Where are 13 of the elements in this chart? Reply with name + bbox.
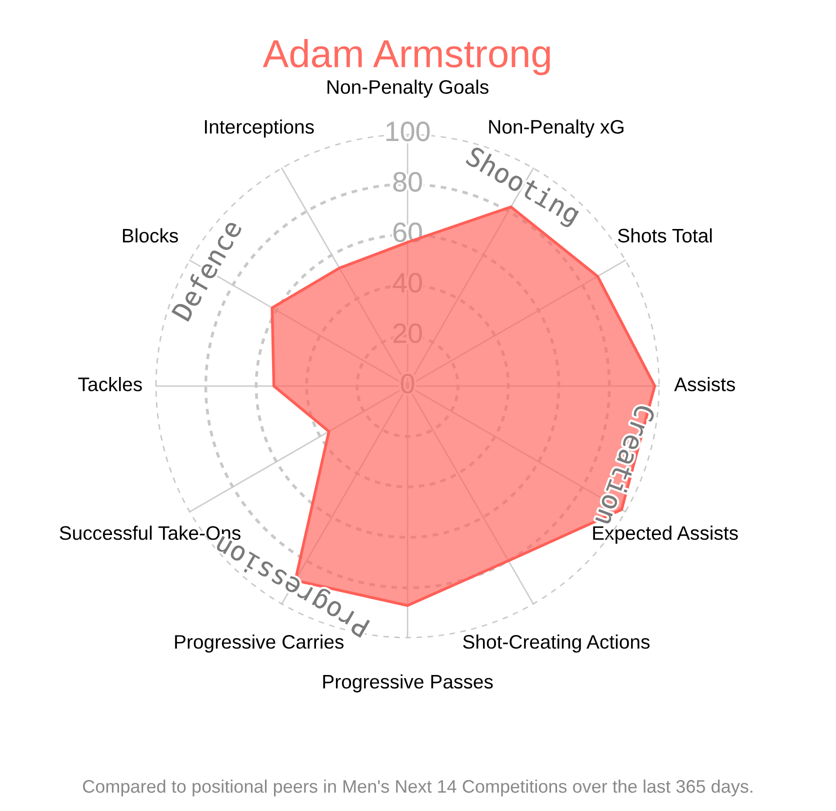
spoke-label: Shots Total — [618, 228, 712, 243]
chart-title: Adam Armstrong — [262, 38, 550, 76]
spoke-label: Tackles — [78, 376, 142, 392]
spoke-label: Progressive Passes — [323, 674, 493, 692]
spoke-label: Expected Assists — [593, 526, 738, 544]
y-tick-label: 100 — [386, 122, 430, 142]
spoke-label: Shot-Creating Actions — [463, 634, 650, 653]
spoke-label: Non-Penalty Goals — [328, 80, 488, 98]
y-tick-label: 80 — [393, 172, 422, 192]
text: Compared to positional peers in Men's Next 14 Competitions over the last 365 days. — [83, 780, 752, 796]
spoke-label: Assists — [674, 376, 735, 392]
spoke-label: Non-Penalty xG — [489, 119, 624, 138]
spoke-label: Interceptions — [205, 119, 314, 138]
